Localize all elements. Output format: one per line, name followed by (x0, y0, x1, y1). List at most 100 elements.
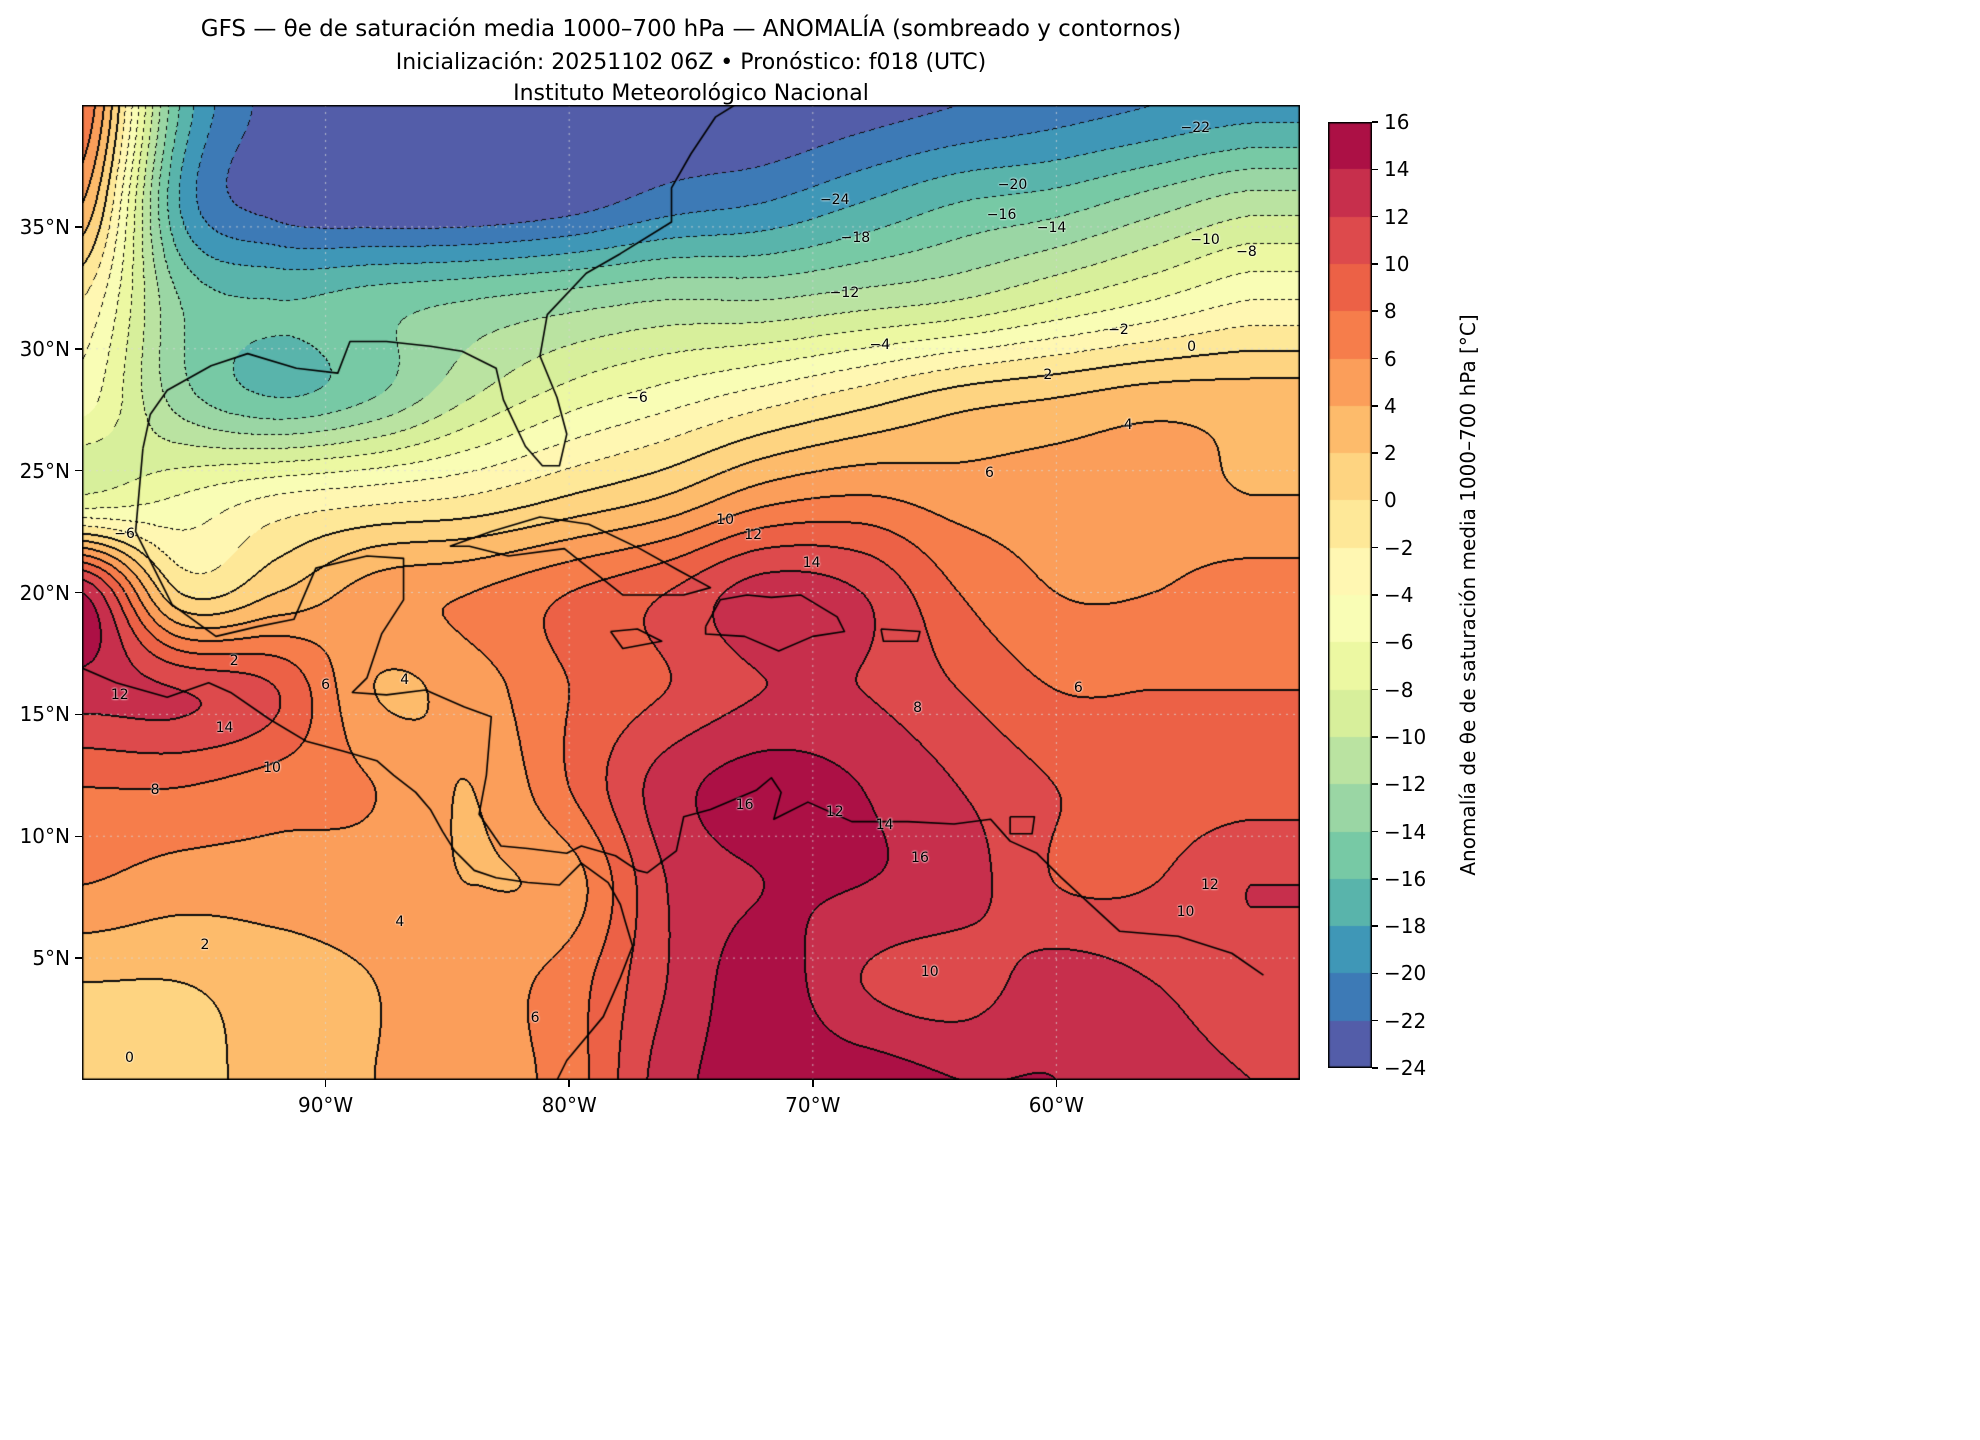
contour-label: 12 (744, 526, 763, 543)
chart-title: GFS — θe de saturación media 1000–700 hP… (200, 16, 1182, 42)
colorbar-tick-mark (1372, 546, 1378, 549)
colorbar-tick-label: −24 (1384, 1056, 1427, 1080)
contour-label: −8 (1236, 244, 1257, 261)
contour-label: 14 (215, 720, 234, 737)
chart-subtitle: Inicialización: 20251102 06Z • Pronóstic… (395, 50, 987, 75)
colorbar-tick-label: −20 (1384, 961, 1427, 986)
contour-label: −4 (869, 336, 891, 353)
contour-label: 4 (400, 672, 410, 689)
colorbar-tick-mark (1372, 452, 1378, 454)
colorbar-canvas (1328, 122, 1372, 1068)
y-tick-label: 5°N (32, 946, 70, 971)
contour-label: −16 (986, 207, 1017, 224)
contour-label: −24 (819, 191, 850, 208)
contour-label: −20 (997, 176, 1028, 193)
colorbar-tick-label: −10 (1384, 724, 1427, 749)
y-tick-mark (75, 835, 82, 837)
colorbar-tick-label: 8 (1384, 299, 1397, 324)
colorbar-tick-label: −6 (1384, 630, 1414, 655)
contour-label: −10 (1190, 231, 1220, 248)
contour-label: 10 (716, 512, 735, 529)
contour-label: −6 (114, 526, 135, 542)
colorbar-tick-mark (1372, 972, 1378, 975)
contour-label: 10 (920, 963, 939, 980)
y-tick-mark (75, 469, 82, 472)
colorbar-tick-mark (1372, 594, 1378, 596)
colorbar-tick-label: −2 (1384, 535, 1414, 560)
colorbar-tick-mark (1372, 736, 1378, 738)
contour-label: 2 (229, 652, 239, 669)
contour-label: 4 (1123, 416, 1133, 433)
contour-label: 8 (913, 699, 923, 716)
contour-label: 16 (911, 849, 929, 866)
colorbar-label: Anomalía de θe de saturación media 1000–… (1456, 314, 1480, 876)
colorbar-tick-label: −18 (1384, 914, 1427, 939)
y-tick-mark (75, 713, 82, 716)
colorbar-tick-label: 16 (1384, 110, 1410, 134)
colorbar (1328, 122, 1372, 1068)
colorbar-tick-label: 0 (1384, 488, 1397, 513)
y-tick-label: 25°N (19, 458, 70, 483)
colorbar-tick-label: 4 (1384, 393, 1397, 418)
contour-label: −6 (627, 390, 648, 407)
x-tick-label: 60°W (1028, 1093, 1084, 1117)
colorbar-tick-mark (1372, 121, 1378, 123)
colorbar-tick-mark (1372, 878, 1378, 880)
contour-label: 4 (395, 914, 405, 931)
colorbar-tick-mark (1372, 263, 1378, 265)
contour-label: −18 (840, 229, 871, 246)
y-tick-label: 15°N (19, 702, 70, 727)
colorbar-tick-mark (1372, 688, 1378, 691)
colorbar-tick-mark (1372, 1019, 1378, 1022)
contour-label: 6 (530, 1009, 540, 1026)
x-tick-mark (1055, 1080, 1058, 1087)
y-tick-label: 35°N (19, 214, 70, 239)
colorbar-tick-mark (1372, 499, 1378, 502)
map-plot: −24 −22 −20 −18 −16 −14 −12 −10 −8 −6 −4 −2 0 2 4 6 10 12… (82, 105, 1300, 1080)
y-tick-mark (75, 226, 82, 228)
colorbar-tick-mark (1372, 168, 1378, 171)
y-tick-label: 30°N (19, 336, 70, 361)
y-tick-label: 10°N (19, 824, 70, 849)
colorbar-tick-label: 12 (1384, 204, 1410, 229)
contour-label: 0 (125, 1049, 134, 1066)
contour-label: 6 (984, 464, 994, 481)
contour-label: 6 (1073, 680, 1083, 697)
colorbar-tick-label: 14 (1384, 157, 1410, 182)
contour-label: 12 (1200, 877, 1219, 893)
colorbar-tick-mark (1372, 405, 1378, 407)
contour-label: 8 (150, 782, 160, 799)
x-tick-label: 90°W (297, 1093, 354, 1117)
colorbar-tick-label: −12 (1384, 772, 1427, 797)
x-tick-mark (324, 1080, 327, 1087)
colorbar-tick-label: −22 (1384, 1008, 1427, 1033)
colorbar-tick-label: −8 (1384, 677, 1414, 702)
colorbar-tick-label: −16 (1384, 866, 1427, 891)
colorbar-tick-label: −14 (1384, 819, 1427, 844)
contour-label: −14 (1036, 219, 1067, 236)
x-tick-label: 70°W (785, 1093, 841, 1117)
colorbar-tick-mark (1372, 925, 1378, 927)
x-tick-mark (568, 1080, 570, 1087)
contour-label: 2 (200, 937, 210, 954)
contour-label: −12 (829, 285, 860, 302)
contour-label: 2 (1043, 367, 1053, 384)
y-tick-label: 20°N (19, 580, 70, 605)
x-tick-label: 80°W (541, 1093, 597, 1117)
colorbar-tick-label: −4 (1384, 583, 1414, 607)
contour-label: 12 (110, 686, 129, 703)
y-tick-mark (75, 348, 82, 350)
contour-label: 14 (802, 555, 821, 572)
contour-label: −2 (1108, 322, 1129, 339)
anomaly-canvas (82, 105, 1300, 1080)
contour-label: 16 (735, 797, 754, 814)
contour-label: 0 (1187, 338, 1197, 355)
contour-label: 6 (321, 677, 331, 694)
colorbar-tick-mark (1372, 357, 1378, 360)
contour-label: 10 (1176, 904, 1195, 921)
colorbar-tick-mark (1372, 310, 1378, 312)
contour-label: −22 (1180, 120, 1211, 137)
contour-label: 12 (825, 803, 844, 820)
colorbar-tick-label: 6 (1384, 346, 1397, 371)
colorbar-tick-mark (1372, 1067, 1378, 1069)
